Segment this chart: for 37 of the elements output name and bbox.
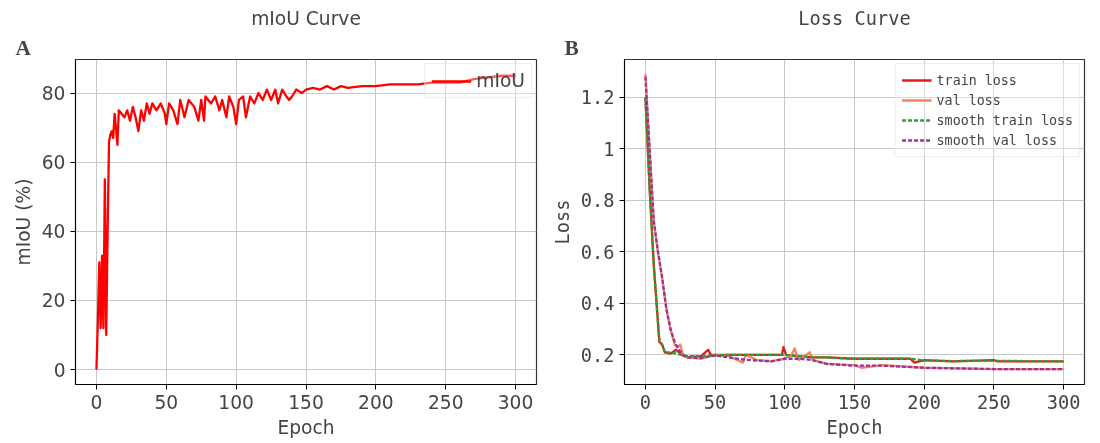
x-axis-title: Epoch — [277, 416, 335, 438]
y-tick-label: 0.6 — [580, 241, 615, 263]
x-tick-label: 50 — [154, 391, 179, 413]
x-tick-label: 150 — [837, 391, 872, 413]
legend-label: smooth val loss — [936, 132, 1057, 148]
y-tick-label: 0.8 — [580, 190, 615, 212]
legend-label: smooth train loss — [936, 112, 1073, 128]
x-tick-label: 100 — [218, 391, 254, 413]
x-tick-label: 100 — [767, 391, 802, 413]
legend-label: val loss — [936, 92, 1001, 108]
x-tick-label: 250 — [977, 391, 1011, 413]
x-tick-label: 250 — [427, 391, 464, 413]
y-tick-label: 60 — [41, 152, 66, 174]
y-tick-label: 1.2 — [580, 87, 615, 109]
y-tick-label: 0.4 — [580, 293, 615, 315]
legend-label: train loss — [936, 72, 1017, 88]
y-tick-label: 0.2 — [580, 344, 615, 366]
y-tick-label: 80 — [41, 83, 66, 105]
text: A — [15, 35, 32, 60]
chart-title: mIoU Curve — [251, 7, 361, 29]
y-tick-label: 1 — [603, 138, 615, 160]
x-tick-label: 0 — [90, 391, 103, 413]
x-tick-label: 300 — [497, 391, 534, 413]
x-tick-label: 200 — [907, 391, 942, 413]
x-tick-label: 200 — [358, 391, 394, 413]
y-tick-label: 40 — [41, 221, 66, 243]
chart-title: Loss Curve — [798, 7, 911, 29]
y-axis-title: mIoU (%) — [12, 178, 34, 266]
text: B — [564, 35, 579, 60]
x-axis-title: Epoch — [826, 416, 883, 438]
y-axis-title: Loss — [551, 199, 573, 245]
y-tick-label: 0 — [53, 359, 66, 381]
x-tick-label: 0 — [639, 391, 652, 413]
x-tick-label: 150 — [288, 391, 324, 413]
x-tick-label: 50 — [703, 391, 727, 413]
x-tick-label: 300 — [1046, 391, 1081, 413]
y-tick-label: 20 — [41, 290, 66, 312]
